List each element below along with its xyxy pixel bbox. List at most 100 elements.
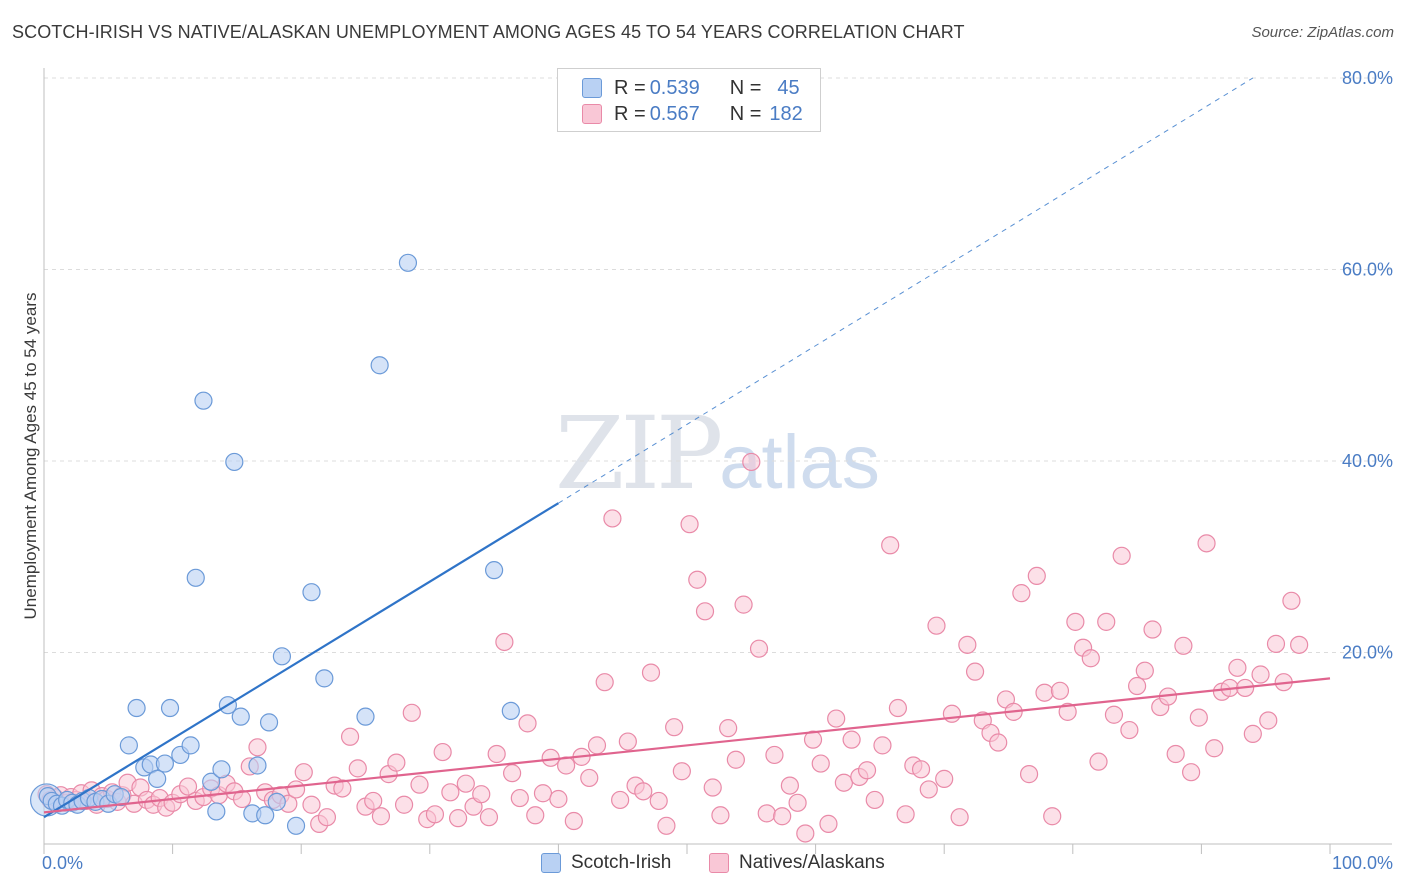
scotch-irish-point	[485, 561, 504, 580]
natives-alaskans-point	[1182, 763, 1201, 782]
natives-alaskans-point	[634, 782, 653, 801]
y-tick-label: 40.0%	[1342, 451, 1393, 471]
y-tick-label: 60.0%	[1342, 260, 1393, 280]
bottom-legend-scotch-irish: Scotch-Irish	[541, 852, 671, 874]
bottom-legend-label: Scotch-Irish	[571, 852, 672, 873]
natives-alaskans-point	[1019, 765, 1039, 784]
scotch-irish-point	[356, 707, 375, 726]
natives-alaskans-point	[402, 703, 421, 722]
legend: R = 0.539 N = 45 R = 0.567 N = 182	[557, 68, 821, 132]
scotch-irish-point	[119, 736, 138, 755]
natives-alaskans-point	[958, 635, 977, 654]
natives-alaskans-point	[765, 745, 784, 765]
natives-alaskans-point	[1197, 534, 1216, 553]
scotch-irish-point	[181, 736, 200, 755]
bottom-legend-natives-alaskans: Natives/Alaskans	[709, 852, 885, 874]
natives-alaskans-point	[178, 777, 198, 796]
bottom-legend-swatch-pink	[709, 853, 729, 873]
natives-alaskans-point	[1174, 636, 1193, 655]
natives-alaskans-point	[564, 811, 583, 831]
natives-alaskans-point	[942, 704, 962, 723]
natives-alaskans-point	[788, 793, 807, 812]
x-tick-label: 100.0%	[1332, 853, 1393, 873]
natives-alaskans-point	[734, 595, 753, 614]
natives-alaskans-points	[37, 452, 1309, 843]
natives-alaskans-point	[1290, 635, 1309, 654]
natives-alaskans-point	[1112, 546, 1131, 565]
natives-alaskans-point	[456, 774, 475, 793]
watermark: ZIPatlas	[555, 395, 880, 512]
natives-alaskans-point	[580, 768, 599, 788]
natives-alaskans-point	[865, 790, 884, 810]
natives-alaskans-point	[1259, 711, 1278, 730]
natives-alaskans-point	[549, 789, 568, 809]
natives-alaskans-point	[472, 785, 491, 804]
natives-alaskans-point	[1089, 752, 1108, 771]
scotch-irish-point	[225, 452, 244, 472]
scotch-irish-point	[272, 647, 292, 666]
natives-alaskans-point	[541, 748, 560, 767]
natives-alaskans-point	[487, 744, 506, 764]
bottom-legend-swatch-blue	[541, 853, 561, 873]
natives-alaskans-point	[232, 789, 252, 809]
natives-alaskans-point	[302, 795, 321, 814]
scotch-irish-point	[256, 806, 275, 825]
chart-title: SCOTCH-IRISH VS NATIVE/ALASKAN UNEMPLOYM…	[12, 22, 965, 42]
scotch-irish-point	[186, 568, 205, 587]
natives-alaskans-point	[803, 730, 823, 749]
natives-alaskans-point	[796, 824, 815, 843]
natives-alaskans-point	[371, 807, 391, 826]
scotch-irish-point	[267, 792, 286, 811]
natives-alaskans-point	[1050, 681, 1070, 700]
natives-alaskans-point	[695, 602, 715, 621]
axes	[43, 68, 1392, 854]
scotch-irish-point	[248, 756, 267, 775]
natives-alaskans-point	[441, 783, 460, 802]
natives-alaskans-point	[726, 750, 745, 769]
natives-alaskans-point	[896, 805, 915, 824]
natives-alaskans-point	[911, 760, 931, 779]
legend-r-label: R =	[614, 76, 646, 99]
natives-alaskans-point	[611, 790, 630, 810]
natives-alaskans-point	[657, 816, 676, 835]
scotch-irish-point	[212, 760, 231, 779]
natives-alaskans-point	[1228, 658, 1247, 677]
natives-alaskans-point	[703, 778, 722, 797]
natives-alaskans-point	[479, 808, 499, 827]
natives-alaskans-point	[1166, 744, 1185, 764]
scotch-irish-point	[127, 698, 146, 718]
natives-alaskans-point	[1205, 739, 1224, 758]
y-axis-label: Unemployment Among Ages 45 to 54 years	[21, 293, 40, 620]
natives-alaskans-point	[1104, 705, 1124, 724]
natives-alaskans-point	[719, 719, 738, 738]
natives-alaskans-point	[533, 784, 553, 803]
bottom-legend-label: Natives/Alaskans	[739, 852, 885, 873]
scotch-irish-point	[315, 669, 334, 688]
natives-alaskans-point	[842, 730, 861, 749]
natives-alaskans-point	[1143, 620, 1162, 639]
natives-alaskans-point	[819, 814, 838, 833]
y-tick-label: 80.0%	[1342, 68, 1393, 88]
tick-labels: 20.0% 40.0% 60.0% 80.0% 0.0% 100.0% Unemployme…	[21, 68, 1393, 873]
legend-n-label: N =	[729, 102, 762, 125]
natives-alaskans-point	[518, 714, 537, 733]
natives-alaskans-point	[286, 780, 306, 799]
natives-alaskans-point	[888, 698, 908, 718]
natives-alaskans-point	[1012, 584, 1031, 603]
natives-alaskans-point	[1266, 634, 1286, 653]
scotch-irish-point	[286, 816, 306, 835]
source-credit: Source: ZipAtlas.com	[1251, 24, 1394, 41]
natives-alaskans-point	[503, 764, 522, 783]
scotch-irish-point	[370, 356, 389, 375]
scotch-irish-point	[155, 754, 174, 773]
legend-row-scotch-irish: R = 0.539 N = 45	[582, 75, 800, 101]
natives-alaskans-point	[711, 806, 730, 825]
natives-alaskans-point	[672, 762, 691, 781]
scotch-irish-point	[207, 802, 226, 821]
natives-alaskans-point	[919, 780, 938, 799]
natives-alaskans-point	[1043, 807, 1062, 826]
natives-alaskans-point	[294, 763, 313, 782]
natives-alaskans-point	[618, 732, 637, 751]
scotch-irish-trend-line	[43, 502, 559, 819]
legend-r-value: 0.539	[649, 76, 700, 99]
